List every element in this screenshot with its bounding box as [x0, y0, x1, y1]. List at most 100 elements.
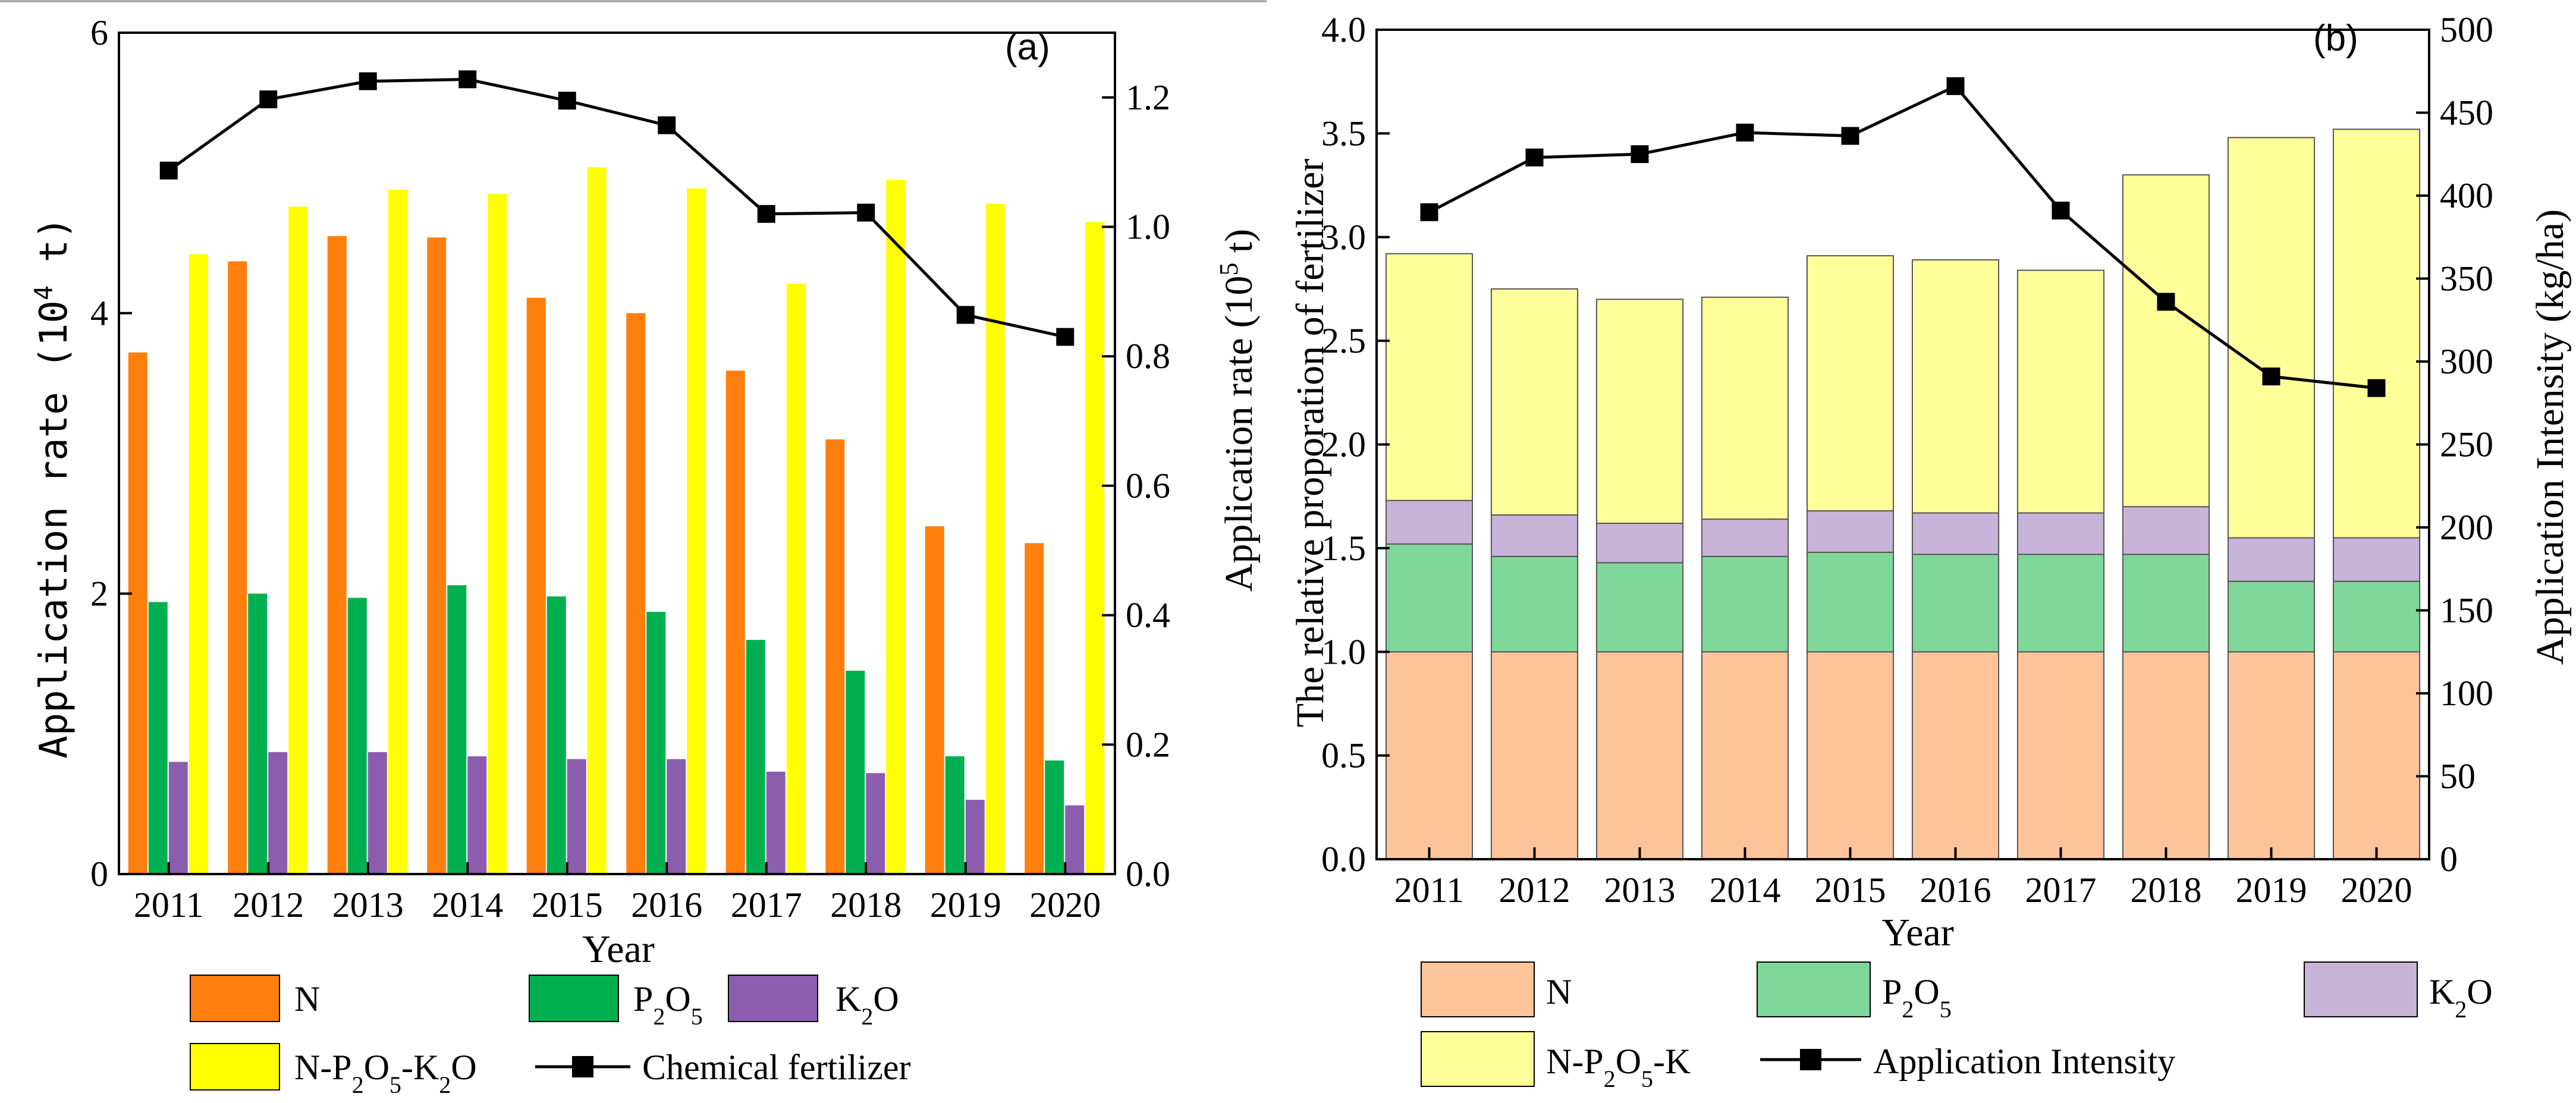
bar-b-p2o5-2018 — [2122, 554, 2210, 653]
marker-a-chemical-2015 — [558, 92, 576, 110]
bar-a-p2o5-2011 — [148, 602, 168, 874]
legend-a-label-chemical: Chemical fertilizer — [642, 1048, 910, 1087]
line-a-chemical-fertilizer — [168, 77, 1066, 339]
panel-b-xtick-label: 2014 — [1710, 871, 1781, 910]
legend-a-swatch-p2o5 — [529, 975, 619, 1022]
panel-a-y2label-main: Application rate (10 — [1217, 276, 1261, 592]
legend-a-label-n: N — [294, 979, 320, 1019]
panel-b-xtick-label: 2019 — [2236, 871, 2307, 910]
bar-b-n-2012 — [1490, 651, 1579, 860]
bar-b-n-p2o5-k-2017 — [2016, 269, 2105, 514]
panel-a: 0 2 4 6 0.0 0.2 0.4 0.6 0.8 1.0 1.2 2011 2012 2013 201… — [29, 13, 1261, 1098]
panel-a-legend: N P2O5 K2O N-P2O5-K2O Chemical fertilize… — [190, 975, 910, 1098]
bar-a-p2o5-2018 — [846, 671, 865, 874]
bar-a-p2o5-2016 — [646, 611, 666, 874]
bar-a-n-2011 — [128, 352, 147, 874]
marker-b-intensity-2014 — [1736, 123, 1754, 142]
panel-a-y2tick-label: 0.6 — [1126, 466, 1170, 505]
bar-b-k2o-2012 — [1490, 514, 1579, 557]
panel-b-y2label: Application Intensity (kg/ha) — [2528, 209, 2572, 665]
panel-b-legend: N P2O5 K2O N-P2O5-K Application Intensit… — [1421, 961, 2493, 1092]
panel-a-ylabel-end: t) — [32, 216, 76, 285]
bar-b-n-p2o5-k-2013 — [1595, 298, 1684, 524]
legend-b-swatch-k2o — [2304, 961, 2418, 1017]
panel-b-y2tick-label: 400 — [2440, 176, 2493, 215]
bar-a-n-2012 — [228, 261, 247, 874]
legend-b-label-n: N — [1546, 972, 1572, 1011]
bar-a-n-p2o5-k2o-2015 — [587, 167, 607, 874]
bar-a-n-p2o5-k2o-2011 — [189, 254, 208, 874]
bar-b-p2o5-2019 — [2227, 580, 2316, 653]
marker-a-chemical-2019 — [956, 306, 975, 324]
panel-a-y2tick-label: 1.0 — [1126, 208, 1170, 247]
bar-a-p2o5-2014 — [447, 585, 467, 874]
panel-b-ytick-label: 1.5 — [1321, 529, 1366, 568]
bar-a-k2o-2011 — [168, 762, 188, 874]
panel-b-y2tick-label: 500 — [2440, 10, 2493, 49]
legend-b-swatch-n — [1421, 961, 1535, 1017]
bar-a-n-2013 — [327, 235, 347, 874]
panel-b-xtick-label: 2015 — [1815, 871, 1886, 910]
panel-a-ytick-label: 0 — [90, 854, 108, 894]
marker-b-intensity-2019 — [2262, 367, 2280, 386]
bar-a-n-2020 — [1025, 543, 1044, 874]
bar-a-k2o-2016 — [667, 759, 686, 874]
marker-b-intensity-2012 — [1525, 148, 1544, 166]
bar-a-n-p2o5-k2o-2017 — [786, 284, 806, 874]
panel-b-ytick-label: 2.5 — [1321, 321, 1366, 360]
bar-a-n-2016 — [626, 313, 646, 874]
bar-a-p2o5-2012 — [248, 593, 268, 874]
panel-a-y2tick-label: 0.8 — [1126, 337, 1170, 376]
bar-a-k2o-2019 — [965, 800, 985, 874]
bar-b-n-2014 — [1701, 651, 1789, 860]
panel-b-ytick-label: 3.5 — [1321, 114, 1366, 153]
bar-b-k2o-2020 — [2332, 537, 2421, 582]
panel-a-xtick-label: 2018 — [830, 885, 901, 925]
marker-a-chemical-2018 — [857, 203, 875, 222]
panel-b-ytick-label: 4.0 — [1321, 10, 1366, 49]
panel-b-xtick-label: 2011 — [1394, 871, 1465, 910]
bar-b-n-p2o5-k-2014 — [1701, 296, 1789, 520]
panel-a-ticks: 0 2 4 6 0.0 0.2 0.4 0.6 0.8 1.0 1.2 2011 2012 2013 201… — [90, 13, 1170, 925]
panel-b-xtick-label: 2017 — [2025, 871, 2097, 910]
panel-a-y2tick-label: 0.4 — [1126, 596, 1170, 635]
panel-a-ylabel-main: Application rate (10 — [32, 300, 76, 759]
panel-b-y2tick-label: 250 — [2440, 425, 2493, 464]
bar-a-n-p2o5-k2o-2020 — [1085, 222, 1105, 874]
panel-b-y2tick-label: 50 — [2440, 757, 2476, 796]
panel-a-line — [159, 70, 1075, 346]
panel-a-ytick-label: 2 — [90, 574, 108, 613]
panel-a-ytick-label: 6 — [90, 13, 108, 52]
panel-b-ticks: 0.0 0.5 1.0 1.5 2.0 2.5 3.0 3.5 4.0 0 50 100 150 200 2… — [1321, 10, 2493, 910]
bar-a-n-2018 — [825, 439, 845, 874]
legend-a-label-k2o: K2O — [835, 979, 899, 1030]
bar-b-n-p2o5-k-2015 — [1806, 255, 1895, 512]
legend-a-label-npk: N-P2O5-K2O — [294, 1048, 477, 1098]
marker-a-chemical-2017 — [757, 205, 775, 223]
panel-b-y2tick-label: 0 — [2440, 840, 2458, 879]
bar-b-k2o-2019 — [2227, 537, 2316, 582]
bar-a-p2o5-2013 — [347, 598, 367, 874]
bar-a-n-2015 — [526, 297, 546, 875]
panel-b: 0.0 0.5 1.0 1.5 2.0 2.5 3.0 3.5 4.0 0 50 100 150 200 2… — [1289, 10, 2572, 1092]
bar-b-p2o5-2012 — [1490, 555, 1579, 653]
marker-b-intensity-2013 — [1631, 145, 1649, 164]
marker-a-chemical-2012 — [259, 90, 278, 109]
legend-a-line-marker-square — [572, 1056, 593, 1077]
bar-b-n-p2o5-k-2016 — [1911, 259, 2000, 514]
panel-a-xtick-label: 2014 — [432, 885, 503, 925]
bar-b-n-p2o5-k-2020 — [2332, 128, 2421, 539]
bar-a-p2o5-2020 — [1045, 760, 1064, 874]
legend-a-swatch-npk — [190, 1043, 280, 1091]
bar-a-k2o-2018 — [866, 773, 885, 874]
marker-b-intensity-2016 — [1946, 77, 1965, 95]
panel-b-y2tick-label: 350 — [2440, 259, 2493, 298]
panel-b-xtick-label: 2018 — [2131, 871, 2202, 910]
bar-a-n-2019 — [925, 526, 944, 874]
bar-a-n-p2o5-k2o-2012 — [288, 206, 308, 874]
legend-b-line-marker-square — [1800, 1049, 1821, 1070]
panel-a-ytick-label: 4 — [90, 294, 108, 333]
panel-b-y2tick-label: 150 — [2440, 591, 2493, 630]
bar-b-p2o5-2014 — [1701, 555, 1789, 653]
